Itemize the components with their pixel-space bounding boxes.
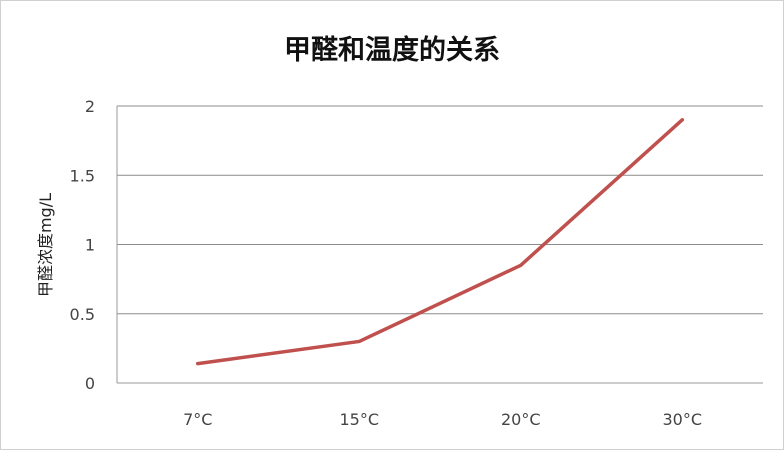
data-point (519, 263, 523, 267)
x-tick-label: 15°C (339, 410, 379, 429)
x-tick-label: 20°C (501, 410, 541, 429)
y-tick-label: 1 (85, 236, 95, 255)
x-tick-label: 30°C (662, 410, 702, 429)
chart-title: 甲醛和温度的关系 (284, 35, 500, 66)
data-point (680, 118, 684, 122)
y-tick-label: 0.5 (70, 305, 95, 324)
x-tick-label: 7°C (183, 410, 212, 429)
series-line (196, 118, 684, 366)
y-tick-label: 0 (85, 374, 95, 393)
data-point (357, 339, 361, 343)
data-point (196, 362, 200, 366)
y-tick-label: 1.5 (70, 166, 95, 185)
y-tick-label: 2 (85, 97, 95, 116)
